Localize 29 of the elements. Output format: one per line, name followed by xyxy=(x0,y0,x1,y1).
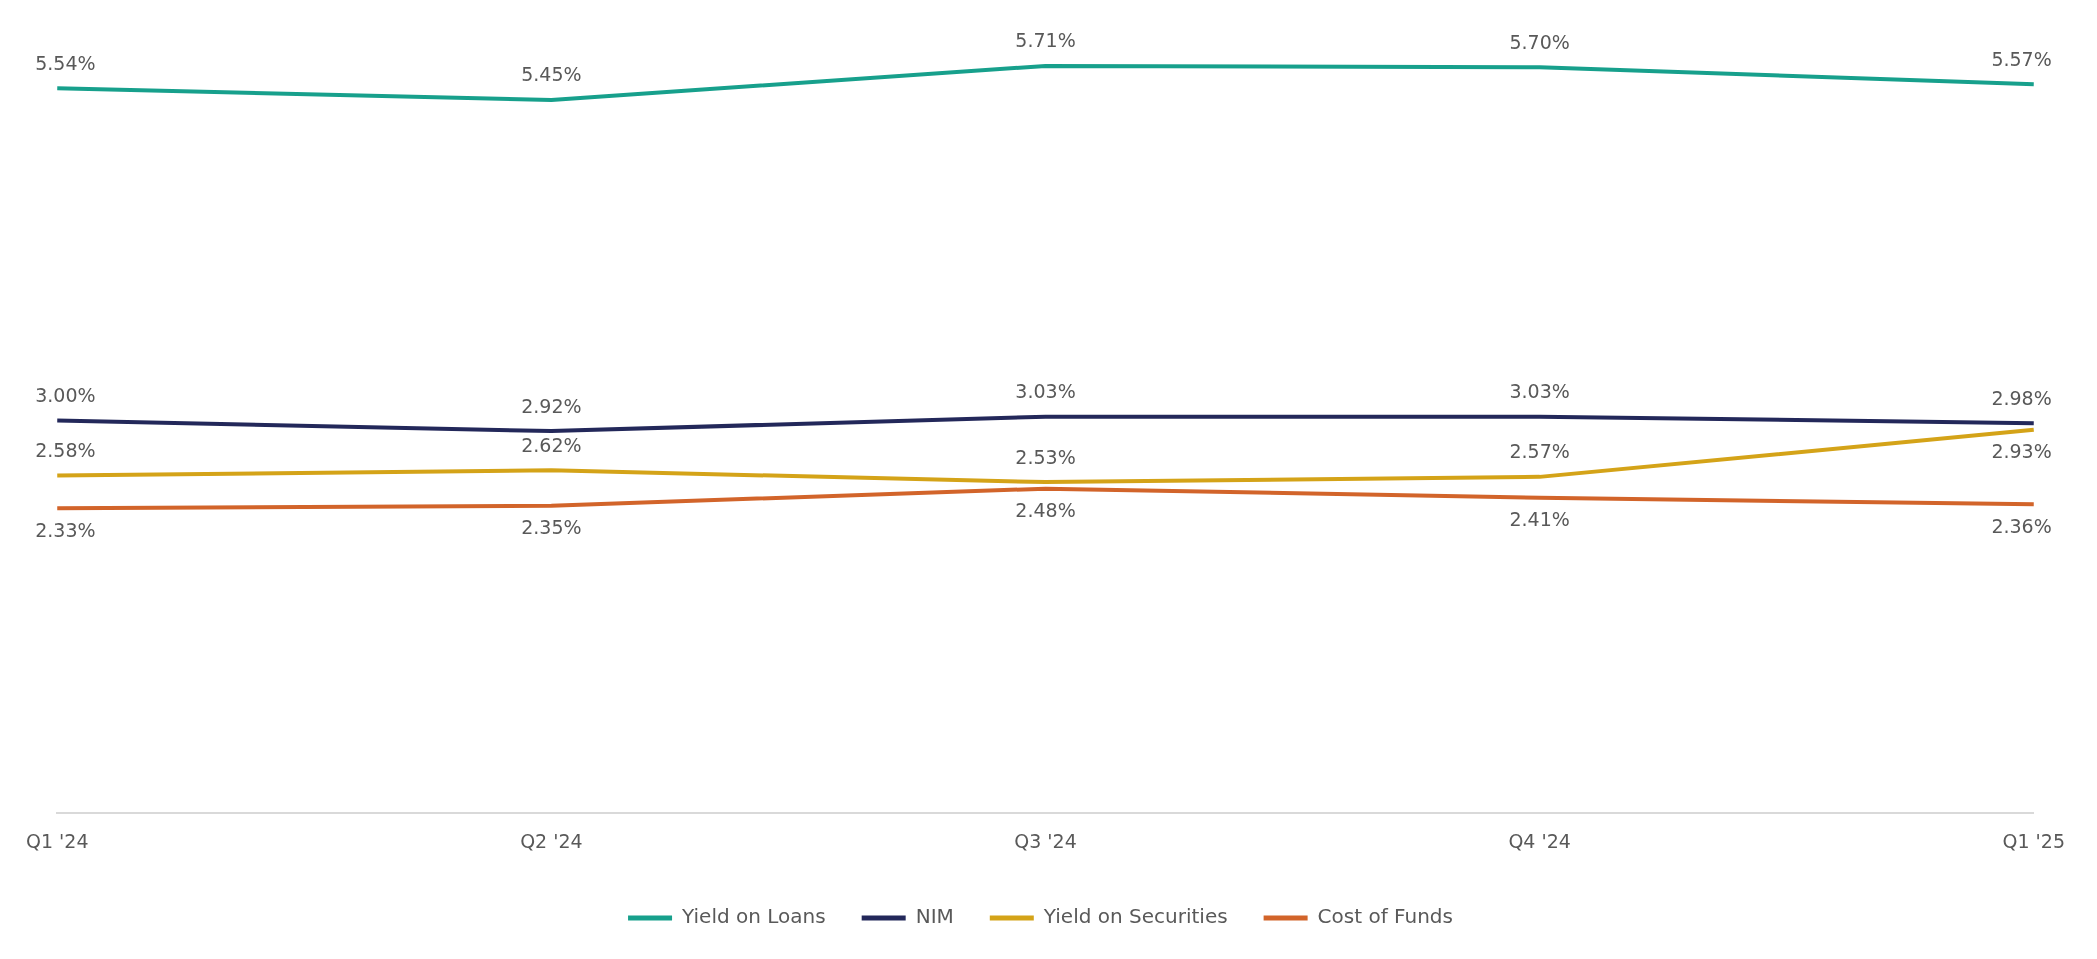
data-label: 2.36% xyxy=(1991,514,2052,537)
x-tick-label: Q2 '24 xyxy=(520,829,583,852)
data-label: 5.57% xyxy=(1991,47,2052,70)
legend-label: Yield on Securities xyxy=(1042,904,1228,929)
legend-label: Yield on Loans xyxy=(681,904,826,929)
data-label: 5.71% xyxy=(1015,29,1076,52)
legend-label: Cost of Funds xyxy=(1317,904,1453,929)
legend-label: NIM xyxy=(915,904,954,929)
data-label: 2.92% xyxy=(521,394,582,417)
x-tick-label: Q1 '24 xyxy=(26,829,89,852)
data-label: 5.54% xyxy=(35,51,96,74)
data-label: 2.35% xyxy=(521,516,582,539)
data-label: 2.57% xyxy=(1509,440,1570,463)
data-label: 2.41% xyxy=(1509,508,1570,531)
data-label: 2.48% xyxy=(1015,499,1076,522)
data-label: 2.93% xyxy=(1991,440,2052,463)
data-label: 5.70% xyxy=(1509,30,1570,53)
data-label: 2.33% xyxy=(35,518,96,541)
x-tick-label: Q3 '24 xyxy=(1014,829,1077,852)
data-label: 2.53% xyxy=(1015,445,1076,468)
data-label: 3.03% xyxy=(1015,380,1076,403)
data-label: 5.45% xyxy=(521,63,582,86)
data-label: 2.58% xyxy=(35,439,96,461)
data-label: 3.03% xyxy=(1509,380,1570,403)
x-tick-label: Q4 '24 xyxy=(1508,829,1571,852)
data-label: 3.00% xyxy=(35,384,96,407)
data-label: 2.98% xyxy=(1991,386,2052,409)
x-tick-label: Q1 '25 xyxy=(2002,829,2065,852)
data-label: 2.62% xyxy=(521,433,582,456)
